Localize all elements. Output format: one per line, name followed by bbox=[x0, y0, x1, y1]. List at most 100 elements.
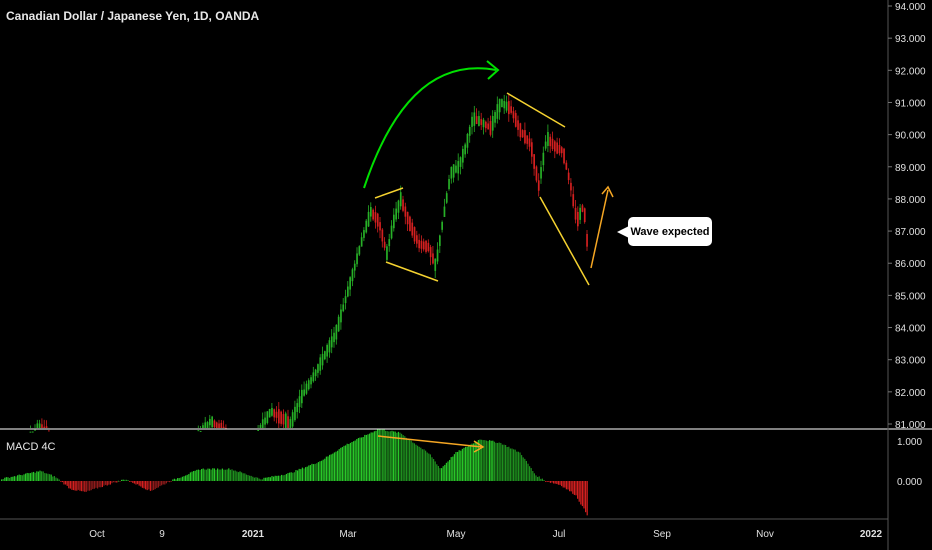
macd-bar bbox=[573, 481, 575, 495]
macd-bar bbox=[76, 481, 78, 491]
macd-bar bbox=[562, 481, 564, 488]
macd-bar bbox=[537, 476, 539, 481]
macd-bar bbox=[37, 471, 39, 481]
time-tick-label: Mar bbox=[339, 529, 357, 540]
macd-bar bbox=[156, 481, 158, 489]
candle-body bbox=[278, 409, 280, 424]
macd-bar bbox=[9, 477, 11, 481]
macd-bar bbox=[268, 477, 270, 481]
macd-bar bbox=[359, 437, 361, 481]
price-tick-label: 94.000 bbox=[895, 2, 926, 13]
macd-bar bbox=[52, 476, 54, 481]
candle-body bbox=[257, 430, 259, 432]
macd-bar bbox=[183, 476, 185, 481]
candle-body bbox=[360, 237, 363, 247]
macd-bar bbox=[557, 481, 559, 485]
macd-bar bbox=[137, 481, 139, 485]
candle-body bbox=[413, 227, 416, 242]
macd-bar bbox=[132, 481, 134, 483]
macd-bar bbox=[476, 441, 478, 481]
macd-bar bbox=[500, 442, 502, 481]
macd-bar bbox=[471, 443, 473, 481]
candle-body bbox=[289, 419, 292, 428]
macd-bar bbox=[247, 475, 249, 481]
macd-bar bbox=[273, 476, 275, 481]
candle-body bbox=[535, 166, 538, 181]
candle-body bbox=[471, 116, 473, 127]
candle-body bbox=[204, 422, 207, 428]
candle-body bbox=[199, 430, 202, 432]
macd-bar bbox=[129, 481, 131, 482]
macd-bar bbox=[423, 449, 425, 481]
candle-body bbox=[452, 164, 455, 178]
macd-bar bbox=[197, 469, 199, 481]
macd-bar bbox=[169, 481, 171, 483]
macd-bar bbox=[412, 442, 414, 481]
macd-bar bbox=[29, 473, 31, 481]
macd-bar bbox=[237, 472, 239, 481]
macd-bar bbox=[205, 469, 207, 481]
candle-body bbox=[563, 148, 565, 164]
macd-bar bbox=[127, 480, 129, 481]
macd-bar bbox=[457, 451, 459, 481]
macd-tick-label: 1.000 bbox=[897, 437, 922, 448]
candle-body bbox=[305, 383, 308, 394]
candle-body bbox=[211, 416, 213, 428]
macd-bar bbox=[146, 481, 148, 491]
candle-body bbox=[330, 336, 333, 348]
macd-bar bbox=[181, 476, 183, 481]
candle-body bbox=[517, 120, 519, 130]
macd-bar bbox=[295, 470, 297, 481]
macd-bar bbox=[1, 479, 3, 481]
macd-bar bbox=[578, 481, 580, 502]
macd-bar bbox=[434, 461, 436, 481]
macd-bar bbox=[313, 464, 315, 481]
macd-bar bbox=[341, 447, 343, 481]
candle-body bbox=[48, 430, 50, 432]
price-tick-label: 90.000 bbox=[895, 131, 926, 142]
green-arrowhead-icon bbox=[486, 60, 500, 80]
candle-body bbox=[505, 101, 508, 111]
macd-bar bbox=[143, 481, 145, 489]
time-tick-label: 2021 bbox=[242, 529, 265, 540]
candle-body bbox=[498, 98, 501, 113]
macd-bar bbox=[204, 469, 206, 481]
macd-bar bbox=[580, 481, 582, 505]
macd-bar bbox=[388, 431, 390, 481]
macd-bar bbox=[303, 468, 305, 481]
macd-tick-label: 0.000 bbox=[897, 477, 922, 488]
macd-bar bbox=[255, 477, 257, 481]
time-tick-label: 9 bbox=[159, 529, 165, 540]
macd-bar bbox=[447, 461, 449, 481]
macd-bar bbox=[556, 481, 558, 484]
macd-bar bbox=[177, 478, 179, 481]
macd-bar bbox=[553, 481, 555, 484]
macd-bar bbox=[226, 469, 228, 481]
macd-bar bbox=[260, 479, 262, 481]
macd-bar bbox=[68, 481, 70, 489]
candle-body bbox=[466, 134, 469, 148]
candle-body bbox=[367, 211, 370, 227]
candle-body bbox=[319, 357, 322, 371]
price-tick-label: 82.000 bbox=[895, 388, 926, 399]
candle-body bbox=[521, 130, 524, 138]
macd-bar bbox=[319, 461, 321, 481]
macd-bar bbox=[305, 467, 307, 481]
candle-body bbox=[280, 411, 282, 424]
macd-bar bbox=[209, 468, 211, 481]
macd-bar bbox=[522, 457, 524, 481]
macd-bar bbox=[47, 473, 49, 481]
macd-bar bbox=[266, 477, 268, 481]
macd-bar bbox=[484, 440, 486, 481]
macd-bar bbox=[439, 468, 441, 481]
macd-bar bbox=[572, 481, 574, 494]
macd-bar bbox=[122, 479, 124, 481]
macd-bar bbox=[4, 477, 6, 481]
macd-bar bbox=[153, 481, 155, 490]
macd-bar bbox=[98, 481, 100, 488]
candle-body bbox=[328, 340, 331, 353]
candle-body bbox=[540, 167, 542, 179]
candle-body bbox=[503, 100, 506, 109]
macd-bar bbox=[239, 471, 241, 481]
